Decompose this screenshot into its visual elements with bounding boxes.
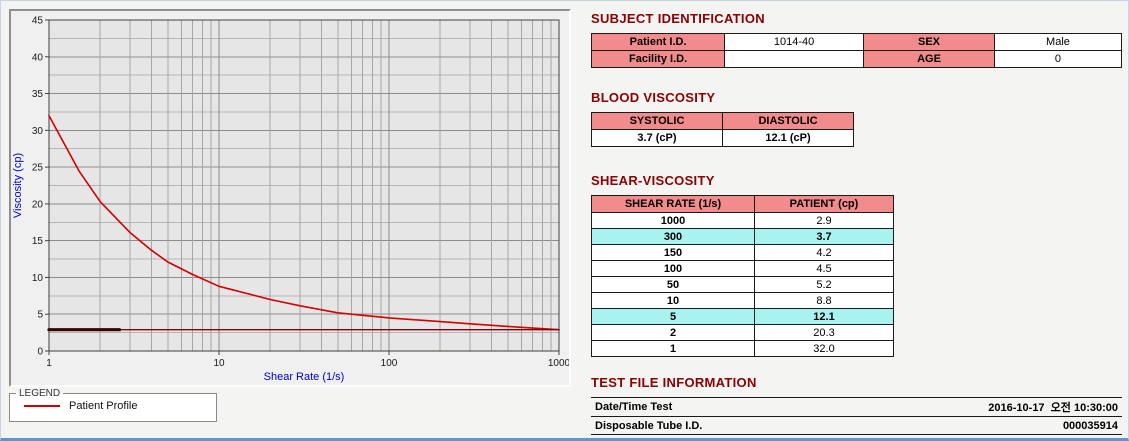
facility-id-label: Facility I.D. [590,50,726,68]
diastolic-header: DIASTOLIC [722,112,854,130]
table-row: Date/Time Test 2016-10-17 오전 10:30:00 [591,397,1122,417]
svg-text:10: 10 [213,358,225,369]
blood-section-title: BLOOD VISCOSITY [591,90,716,105]
age-label: AGE [863,50,995,68]
shear-viscosity-table: SHEAR RATE (1/s) PATIENT (cp) 1000 2.9 3… [591,195,894,357]
shear-section-title: SHEAR-VISCOSITY [591,173,715,188]
table-row: 5 12.1 [591,308,894,325]
table-row: 10 8.8 [591,292,894,309]
table-row: 150 4.2 [591,244,894,261]
results-panel: SUBJECT IDENTIFICATION Patient I.D. 1014… [590,9,1123,435]
svg-text:45: 45 [32,16,44,27]
legend-title: LEGEND [19,388,61,399]
patient-id-value: 1014-40 [724,33,865,51]
table-header-row: SYSTOLIC DIASTOLIC [591,112,854,130]
table-row: 300 3.7 [591,228,894,245]
shear-rate-header: SHEAR RATE (1/s) [591,195,755,213]
patient-cp-cell: 32.0 [754,340,894,357]
svg-text:10: 10 [32,273,44,284]
systolic-value: 3.7 (cP) [591,129,723,147]
table-row: Facility I.D. AGE 0 [590,50,1123,68]
shear-rate-cell: 100 [591,260,755,277]
tube-id-value: 000035914 [833,416,1122,435]
shear-rate-cell: 50 [591,276,755,293]
patient-cp-cell: 3.7 [754,228,894,245]
viscosity-chart-svg: 0 5 10 15 20 25 30 35 40 45 1 10 100 1000 Shear Rate (… [12,16,569,384]
table-row: 2 20.3 [591,324,894,341]
shear-rate-cell: 150 [591,244,755,261]
facility-id-value [724,50,865,68]
svg-text:100: 100 [381,358,398,369]
test-file-table: Date/Time Test 2016-10-17 오전 10:30:00 Di… [591,397,1122,435]
svg-text:15: 15 [32,236,44,247]
shear-rate-cell: 2 [591,324,755,341]
chart-panel: 0 5 10 15 20 25 30 35 40 45 1 10 100 1000 Shear Rate (… [9,9,575,434]
datetime-value: 2016-10-17 오전 10:30:00 [833,397,1122,417]
patient-cp-cell: 4.2 [754,244,894,261]
svg-text:Viscosity (cp): Viscosity (cp) [12,153,24,218]
svg-text:30: 30 [32,126,44,137]
table-row: 50 5.2 [591,276,894,293]
table-row: 1 32.0 [591,340,894,357]
table-row: Patient I.D. 1014-40 SEX Male [590,33,1123,51]
svg-text:40: 40 [32,52,44,63]
table-row: 1000 2.9 [591,212,894,229]
shear-rate-cell: 1 [591,340,755,357]
table-row: 3.7 (cP) 12.1 (cP) [591,129,854,147]
svg-text:35: 35 [32,89,44,100]
subject-section-title: SUBJECT IDENTIFICATION [591,11,765,26]
legend-line-sample [24,405,60,407]
shear-rate-cell: 1000 [591,212,755,229]
datetime-label: Date/Time Test [591,397,834,417]
sex-label: SEX [863,33,995,51]
subject-table: Patient I.D. 1014-40 SEX Male Facility I… [590,33,1123,68]
shear-rate-cell: 10 [591,292,755,309]
patient-cp-cell: 12.1 [754,308,894,325]
patient-cp-header: PATIENT (cp) [754,195,894,213]
diastolic-value: 12.1 (cP) [722,129,854,147]
svg-text:20: 20 [32,199,44,210]
svg-text:25: 25 [32,163,44,174]
shear-rate-cell: 300 [591,228,755,245]
svg-text:0: 0 [37,347,43,358]
legend-entry: Patient Profile [16,400,210,412]
patient-cp-cell: 5.2 [754,276,894,293]
svg-text:1: 1 [46,358,52,369]
table-row: Disposable Tube I.D. 000035914 [591,416,1122,435]
legend-entry-label: Patient Profile [69,400,138,412]
table-row: 100 4.5 [591,260,894,277]
svg-text:1000: 1000 [548,358,569,369]
patient-cp-cell: 4.5 [754,260,894,277]
sex-value: Male [993,33,1123,51]
patient-cp-cell: 20.3 [754,324,894,341]
svg-text:5: 5 [37,310,43,321]
age-value: 0 [993,50,1123,68]
systolic-header: SYSTOLIC [591,112,723,130]
patient-cp-cell: 2.9 [754,212,894,229]
viscosity-chart: 0 5 10 15 20 25 30 35 40 45 1 10 100 1000 Shear Rate (… [9,9,571,387]
testfile-section-title: TEST FILE INFORMATION [591,375,757,390]
table-header-row: SHEAR RATE (1/s) PATIENT (cp) [591,195,894,213]
shear-rate-cell: 5 [591,308,755,325]
legend-box: LEGEND Patient Profile [9,388,217,422]
patient-id-label: Patient I.D. [590,33,726,51]
svg-text:Shear Rate (1/s): Shear Rate (1/s) [264,371,345,383]
tube-id-label: Disposable Tube I.D. [591,416,834,435]
blood-viscosity-table: SYSTOLIC DIASTOLIC 3.7 (cP) 12.1 (cP) [591,112,854,147]
patient-cp-cell: 8.8 [754,292,894,309]
